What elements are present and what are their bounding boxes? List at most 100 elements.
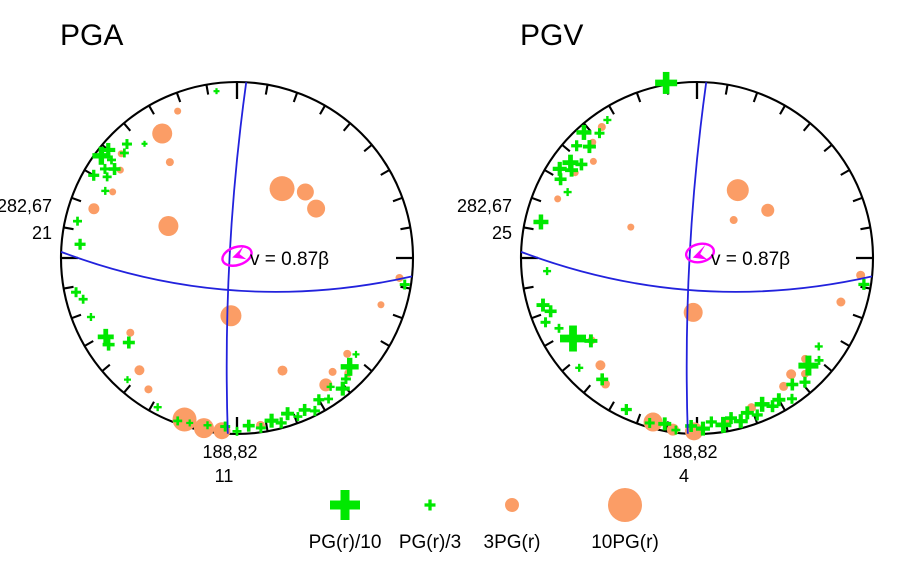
left-label-pgv-line1: 282,67: [457, 196, 512, 216]
azimuth-tick: [840, 340, 850, 347]
green-cross-marker: [106, 155, 116, 165]
green-cross-marker: [814, 355, 824, 365]
green-cross-marker: [536, 298, 550, 312]
azimuth-tick: [319, 401, 326, 411]
directivity-arrow-pgv: [684, 242, 716, 264]
orange-circle-marker: [729, 216, 738, 225]
orange-circle-marker: [193, 418, 214, 439]
green-cross-marker: [733, 414, 748, 429]
azimuth-tick: [779, 105, 786, 115]
green-cross-marker: [399, 279, 410, 290]
green-cross-marker: [340, 373, 351, 384]
green-cross-marker: [141, 140, 148, 147]
azimuth-tick: [63, 285, 74, 290]
panel-title-pgv: PGV: [520, 19, 583, 52]
orange-circle-marker: [296, 183, 314, 201]
green-cross-marker: [101, 186, 110, 195]
orange-circle-marker: [726, 179, 749, 202]
azimuth-tick: [779, 401, 786, 411]
azimuth-tick: [363, 144, 373, 153]
azimuth-tick: [400, 226, 411, 231]
legend-markers: [330, 488, 642, 522]
azimuth-tick: [392, 196, 403, 203]
azimuth-tick: [724, 84, 729, 95]
green-cross-marker: [584, 334, 598, 348]
green-cross-marker: [620, 404, 632, 416]
green-cross-marker: [74, 238, 86, 250]
legend-label-2: 3PG(r): [484, 532, 541, 553]
green-cross-marker: [264, 413, 279, 428]
azimuth-tick: [123, 122, 132, 132]
green-cross-marker: [330, 490, 360, 520]
orange-circle-marker: [595, 360, 606, 371]
green-cross-marker: [560, 325, 587, 352]
azimuth-tick: [292, 92, 299, 103]
annotation-pgv: v = 0.87β: [711, 249, 790, 270]
green-cross-marker: [309, 405, 320, 416]
green-cross-marker: [799, 376, 811, 388]
green-cross-marker: [772, 393, 786, 407]
green-cross-marker: [858, 278, 870, 290]
green-cross-marker: [255, 422, 266, 433]
green-cross-marker: [324, 394, 334, 404]
azimuth-tick: [84, 340, 94, 347]
green-cross-marker: [554, 323, 564, 333]
green-cross-marker: [575, 363, 584, 372]
azimuth-tick: [608, 105, 615, 115]
orange-circle-marker: [172, 407, 197, 432]
orange-circle-marker: [856, 270, 866, 280]
azimuth-tick: [608, 401, 615, 411]
green-cross-marker: [582, 140, 596, 154]
left-label-pga-line1: 282,67: [0, 196, 52, 216]
green-cross-marker: [814, 342, 823, 351]
panel-title-pga: PGA: [60, 19, 123, 52]
azimuth-tick: [823, 363, 833, 372]
legend: PG(r)/10 PG(r)/3 3PG(r) 10PG(r): [309, 488, 659, 553]
orange-circle-marker: [319, 378, 333, 392]
orange-circle-marker: [608, 488, 642, 522]
orange-circle-marker: [627, 223, 635, 231]
green-cross-marker: [313, 394, 325, 406]
green-cross-marker: [78, 294, 88, 304]
azimuth-tick: [71, 313, 82, 320]
green-markers-pgv: [533, 71, 870, 436]
nodal-planes-pga: [60, 82, 413, 434]
nodal-plane: [225, 82, 248, 434]
orange-circle-marker: [269, 176, 295, 202]
orange-circle-marker: [589, 157, 597, 165]
legend-label-0: PG(r)/10: [309, 532, 382, 553]
green-cross-marker: [543, 267, 552, 276]
nodal-plane: [60, 251, 413, 293]
green-cross-marker: [97, 328, 114, 345]
azimuth-tick: [392, 313, 403, 320]
orange-circle-marker: [343, 349, 352, 358]
bottom-label-pga-line2: 11: [215, 466, 234, 486]
green-cross-marker: [424, 499, 436, 511]
green-cross-marker: [213, 88, 220, 95]
azimuth-tick: [852, 196, 863, 203]
azimuth-tick: [561, 363, 571, 372]
green-markers-pga: [71, 88, 410, 436]
orange-circle-marker: [377, 301, 385, 309]
azimuth-tick: [71, 196, 82, 203]
azimuth-tick: [380, 340, 390, 347]
green-cross-marker: [705, 416, 717, 428]
azimuth-tick: [342, 122, 351, 132]
green-cross-marker: [563, 188, 572, 197]
orange-circle-marker: [328, 367, 337, 376]
orange-circle-marker: [220, 305, 242, 327]
green-cross-marker: [340, 357, 359, 376]
panel-pga: PGA 282,67 21 188,82 11 v = 0.87β: [0, 19, 415, 486]
azimuth-tick: [531, 196, 542, 203]
nodal-planes-pgv: [520, 82, 873, 434]
green-cross-marker: [798, 355, 819, 376]
green-cross-marker: [119, 148, 129, 158]
panel-pgv: PGV 282,67 25 188,82 4 v = 0.87β: [457, 19, 875, 486]
legend-label-3: 10PG(r): [591, 532, 659, 553]
annotation-pga: v = 0.87β: [250, 249, 329, 270]
bottom-label-pgv-line2: 4: [679, 466, 689, 486]
orange-circle-marker: [152, 123, 173, 144]
green-cross-marker: [695, 421, 710, 436]
green-cross-marker: [335, 381, 350, 396]
